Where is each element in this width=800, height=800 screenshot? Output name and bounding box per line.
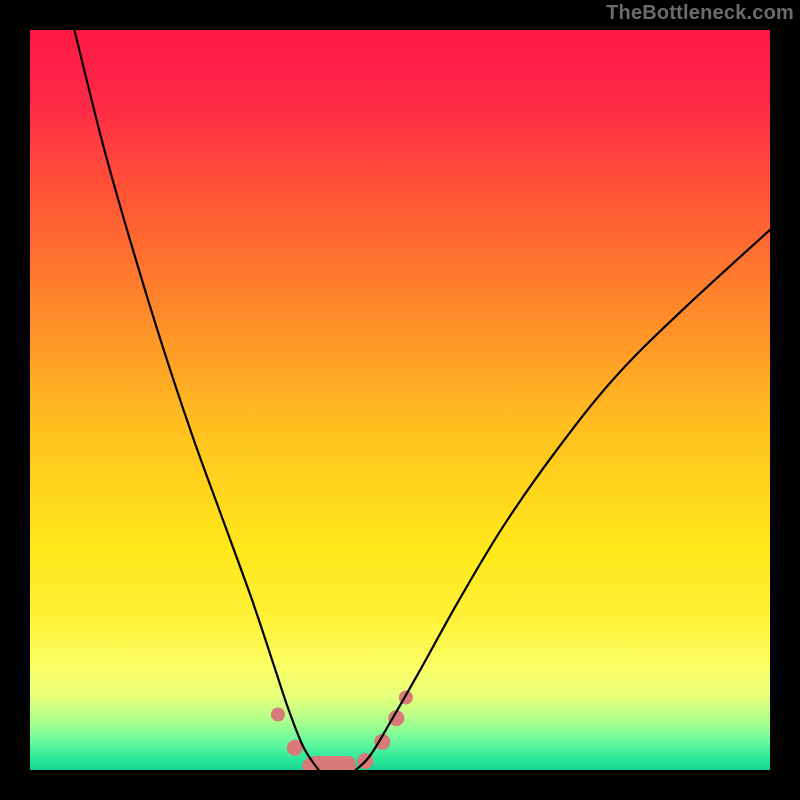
bottom-marker-group <box>271 690 413 770</box>
bottom-marker-dot <box>271 708 285 722</box>
curve-layer <box>30 30 770 770</box>
watermark-text: TheBottleneck.com <box>606 2 794 25</box>
curve-left-branch <box>74 30 318 770</box>
curve-right-branch <box>356 230 770 770</box>
chart-stage: TheBottleneck.com <box>0 0 800 800</box>
plot-area <box>30 30 770 770</box>
